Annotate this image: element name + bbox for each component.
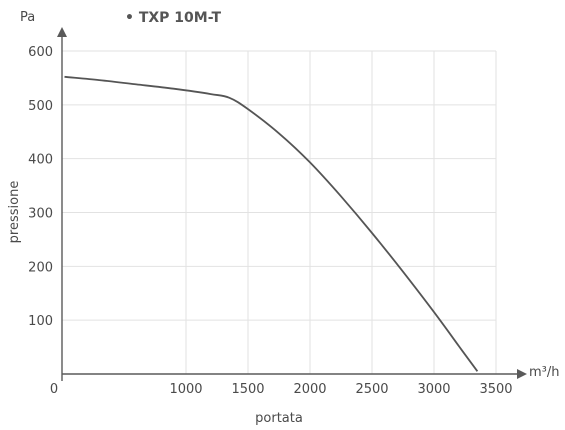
axes (57, 27, 527, 381)
x-tick-label: 1500 (231, 382, 264, 397)
legend-entry: • TXP 10M-T (125, 10, 221, 26)
y-axis-title: pressione (7, 181, 22, 244)
y-tick-label: 200 (28, 260, 53, 275)
y-unit-label: Pa (20, 10, 35, 25)
x-tick-label: 2000 (293, 382, 326, 397)
tick-labels: 100 200 300 400 500 600 0 1000 1500 2000 2500 3000 3… (28, 45, 512, 397)
x-tick-label: 2500 (355, 382, 388, 397)
x-axis-title: portata (255, 411, 303, 426)
x-unit-label: m³/h (529, 365, 560, 380)
y-tick-label: 300 (28, 207, 53, 222)
y-tick-label: 600 (28, 45, 53, 60)
x-tick-label: 1000 (169, 382, 202, 397)
x-tick-label: 3500 (479, 382, 512, 397)
y-tick-label: 500 (28, 99, 53, 114)
x-tick-label: 3000 (417, 382, 450, 397)
y-tick-label: 400 (28, 153, 53, 168)
grid (62, 50, 497, 374)
x-tick-label: 0 (50, 382, 58, 397)
y-tick-label: 100 (28, 314, 53, 329)
series-line (64, 75, 479, 372)
